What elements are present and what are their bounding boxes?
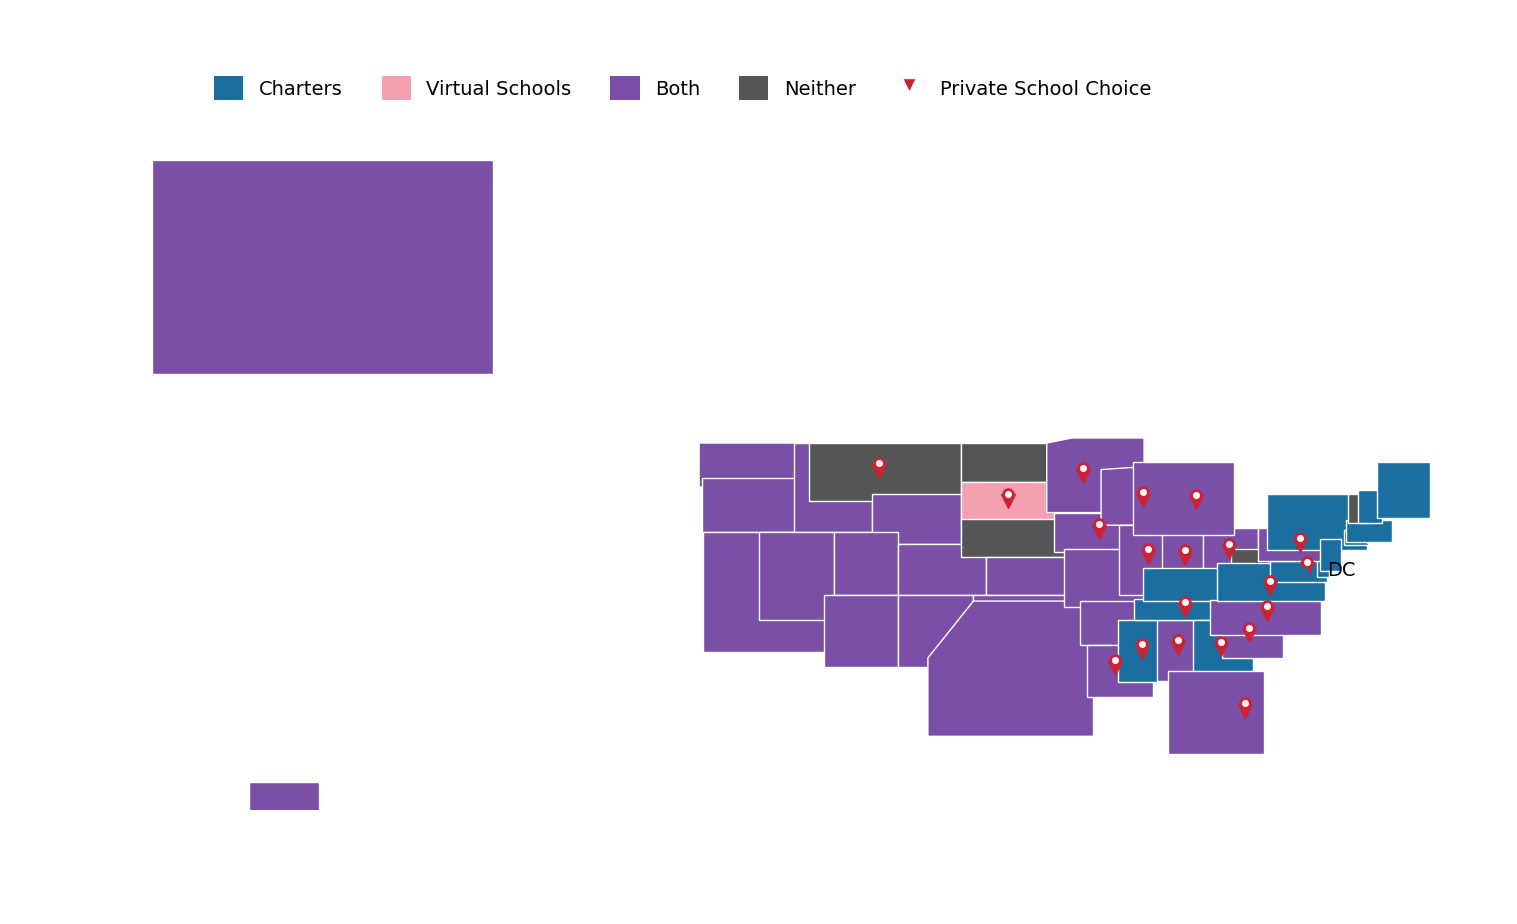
Polygon shape [249,782,319,823]
Polygon shape [1211,600,1321,635]
Polygon shape [1194,620,1253,678]
Polygon shape [1118,620,1162,682]
Text: DC: DC [1327,561,1356,580]
Polygon shape [974,595,1082,638]
Polygon shape [1047,438,1144,513]
Polygon shape [702,531,833,651]
Polygon shape [1317,559,1329,578]
Polygon shape [1377,462,1429,517]
Polygon shape [960,443,1054,482]
Polygon shape [1162,534,1203,585]
Polygon shape [809,443,960,501]
Polygon shape [1168,671,1264,754]
Polygon shape [1203,528,1258,578]
Polygon shape [1258,528,1332,561]
Polygon shape [960,519,1071,557]
Polygon shape [898,544,986,595]
Polygon shape [699,443,798,487]
Polygon shape [152,160,493,373]
Polygon shape [1156,620,1201,681]
Polygon shape [986,557,1080,595]
Polygon shape [1120,525,1170,595]
Polygon shape [793,443,872,531]
Polygon shape [702,479,802,531]
Polygon shape [1271,561,1327,582]
Polygon shape [872,493,960,544]
Polygon shape [898,595,974,667]
Polygon shape [1133,462,1233,535]
Polygon shape [960,482,1056,525]
Polygon shape [824,595,898,667]
Polygon shape [1088,645,1153,697]
Polygon shape [834,531,898,595]
Polygon shape [1358,490,1382,523]
Polygon shape [1142,568,1241,601]
Polygon shape [1080,601,1142,645]
Polygon shape [1217,563,1324,601]
Polygon shape [1367,531,1377,543]
Polygon shape [928,601,1094,736]
Polygon shape [1101,465,1176,525]
Polygon shape [758,531,834,620]
Polygon shape [1054,513,1136,552]
Polygon shape [1344,530,1368,545]
Polygon shape [1347,493,1371,523]
Polygon shape [1347,520,1391,541]
Polygon shape [1135,599,1244,620]
Polygon shape [1267,493,1367,551]
Polygon shape [1232,549,1292,592]
Legend: Charters, Virtual Schools, Both, Neither, Private School Choice: Charters, Virtual Schools, Both, Neither… [206,68,1159,108]
Polygon shape [1223,617,1283,658]
Polygon shape [1320,539,1341,571]
Polygon shape [1065,549,1150,607]
